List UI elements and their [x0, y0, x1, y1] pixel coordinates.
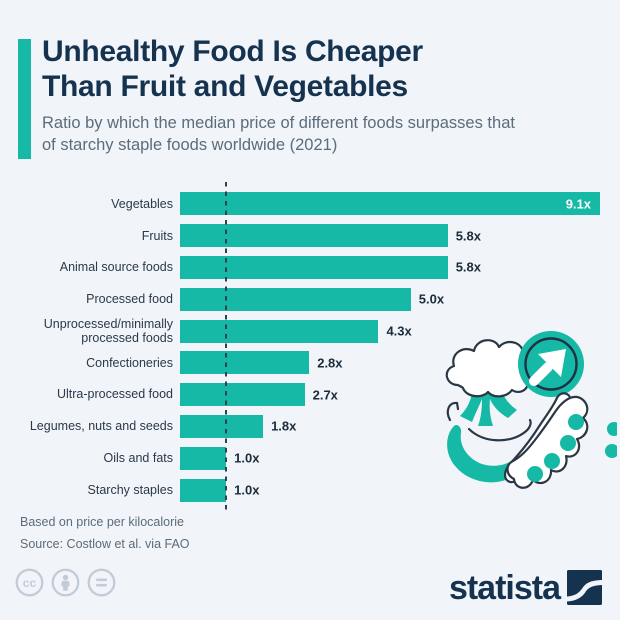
- bar-track: 5.8x: [180, 224, 600, 248]
- bar-track: 1.0x: [180, 446, 600, 470]
- chart-row: Starchy staples 1.0x: [20, 474, 600, 506]
- chart-row: Unprocessed/minimally processed foods 4.3…: [20, 315, 600, 347]
- value-label: 5.0x: [418, 291, 445, 307]
- bar: [180, 319, 379, 343]
- chart-row: Confectioneries 2.8x: [20, 347, 600, 379]
- category-label: Animal source foods: [59, 260, 173, 275]
- trend-arrow-icon: [518, 331, 584, 397]
- value-label: 1.0x: [234, 450, 260, 466]
- bar: [180, 414, 264, 438]
- footnotes: Based on price per kilocalorie Source: C…: [20, 511, 190, 555]
- value-label: 2.7x: [312, 387, 338, 403]
- no-derivatives-icon[interactable]: [87, 568, 116, 597]
- value-label: 5.8x: [455, 228, 481, 244]
- chart-row: Vegetables 9.1x: [20, 188, 600, 220]
- statista-wordmark: statista: [448, 569, 561, 607]
- category-label: Oils and fats: [103, 451, 173, 466]
- bar-track: 2.8x: [180, 351, 600, 375]
- bar-track: 5.0x: [180, 287, 600, 311]
- bar: [180, 478, 227, 502]
- cc-icon[interactable]: cc: [15, 568, 44, 597]
- license-badges: cc: [15, 568, 116, 597]
- title-line-1: Unhealthy Food Is Cheaper: [42, 35, 423, 68]
- category-label: Unprocessed/minimally processed foods: [43, 316, 173, 346]
- statista-logo[interactable]: statista: [449, 570, 602, 605]
- chart-row: Legumes, nuts and seeds 1.8x: [20, 411, 600, 443]
- chart-row: Processed food 5.0x: [20, 283, 600, 315]
- title-line-2: Than Fruit and Vegetables: [42, 70, 408, 103]
- food-illustration: [445, 331, 617, 489]
- bar: [180, 351, 310, 375]
- category-label: Confectioneries: [86, 355, 173, 370]
- footnote-source: Source: Costlow et al. via FAO: [20, 537, 190, 551]
- category-label: Starchy staples: [87, 482, 173, 497]
- page-title: Unhealthy Food Is Cheaper Than Fruit and…: [42, 34, 423, 104]
- value-label: 5.8x: [455, 259, 481, 275]
- bar-track: 1.8x: [180, 414, 600, 438]
- bar-track: 9.1x: [180, 192, 600, 216]
- value-label: 1.8x: [271, 418, 297, 434]
- category-label: Ultra-processed food: [56, 387, 173, 402]
- bar: [180, 224, 448, 248]
- bar-chart: Vegetables 9.1x Fruits 5.8x Animal source fo…: [20, 188, 600, 506]
- bar: [180, 255, 448, 279]
- category-label: Processed food: [86, 292, 173, 307]
- value-label: 1.0x: [234, 482, 260, 498]
- value-label: 2.8x: [317, 355, 343, 371]
- value-label: 9.1x: [565, 196, 591, 212]
- svg-text:cc: cc: [23, 576, 37, 590]
- bar-track: 4.3x: [180, 319, 600, 343]
- chart-row: Ultra-processed food 2.7x: [20, 379, 600, 411]
- page-subtitle: Ratio by which the median price of diffe…: [42, 114, 515, 154]
- chart-row: Fruits 5.8x: [20, 220, 600, 252]
- bar: [180, 446, 227, 470]
- bar-track: 1.0x: [180, 478, 600, 502]
- bar: [180, 383, 305, 407]
- broccoli-icon: [445, 339, 535, 426]
- value-label: 4.3x: [386, 323, 412, 339]
- statista-logo-mark: [567, 570, 602, 605]
- bar-track: 2.7x: [180, 383, 600, 407]
- attribution-icon[interactable]: [51, 568, 80, 597]
- chart-row: Animal source foods 5.8x: [20, 252, 600, 284]
- pea-pod-icon: [503, 392, 617, 489]
- category-label: Legumes, nuts and seeds: [29, 419, 173, 434]
- category-label: Vegetables: [111, 196, 173, 211]
- bar: [180, 287, 411, 311]
- title-accent-bar: [18, 39, 31, 159]
- bar-track: 5.8x: [180, 255, 600, 279]
- chart-row: Oils and fats 1.0x: [20, 442, 600, 474]
- reference-dashed-line: [225, 182, 228, 510]
- bar: [180, 192, 600, 216]
- footnote-basis: Based on price per kilocalorie: [20, 515, 184, 529]
- category-label: Fruits: [141, 228, 173, 243]
